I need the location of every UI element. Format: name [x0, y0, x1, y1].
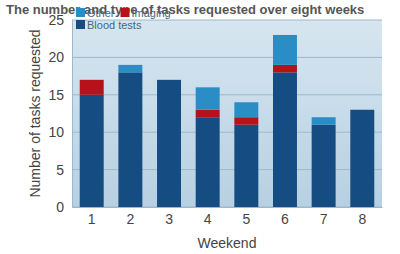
legend-swatch [121, 8, 130, 17]
legend-label: Imaging [132, 7, 171, 19]
y-tick: 20 [48, 49, 72, 65]
series-0 [80, 72, 375, 207]
y-tick-label: 20 [48, 49, 64, 65]
x-tick-label: 7 [320, 211, 328, 227]
x-axis-title: Weekend [198, 235, 257, 251]
bar-segment [350, 109, 374, 110]
x-tick-label: 5 [242, 211, 250, 227]
title: The number and type of tasks requested o… [6, 2, 364, 17]
x-tick: 5 [242, 207, 250, 227]
x-tick: 7 [320, 207, 328, 227]
bar-segment [80, 80, 104, 95]
x-tick: 3 [165, 207, 173, 227]
y-tick: 15 [48, 87, 72, 103]
bar-segment [234, 117, 258, 124]
bar-segment [312, 117, 336, 124]
x-tick-label: 2 [126, 211, 134, 227]
y-tick: 5 [56, 162, 72, 178]
legend-item: Other [76, 7, 115, 19]
x-tick-label: 8 [358, 211, 366, 227]
bar-segment [157, 79, 181, 80]
bar-segment [80, 79, 104, 80]
y-tick: 10 [48, 124, 72, 140]
y-tick-label: 10 [48, 124, 64, 140]
x-tick-label: 6 [281, 211, 289, 227]
legend-item: Blood tests [76, 19, 142, 31]
bars [80, 35, 375, 207]
bar-segment [273, 35, 297, 65]
x-axis: 1 2 3 4 5 6 7 8 [73, 207, 383, 227]
bar-segment [157, 80, 181, 207]
chart-svg: 051015202512345678The number and type of… [0, 0, 400, 254]
y-axis: 0510152025 [48, 12, 72, 215]
legend-label: Blood tests [87, 19, 142, 31]
x-tick-label: 3 [165, 211, 173, 227]
y-tick-label: 15 [48, 87, 64, 103]
bar-segment [157, 79, 181, 80]
legend-swatch [76, 8, 85, 17]
x-axis-line [73, 207, 383, 208]
x-tick: 1 [88, 207, 96, 227]
bar-segment [273, 72, 297, 207]
x-tick: 4 [204, 207, 212, 227]
bar-segment [196, 110, 220, 117]
series-1 [80, 65, 297, 125]
bar-segment [273, 65, 297, 72]
bar-segment [196, 117, 220, 207]
grid-line [72, 57, 382, 58]
y-axis-line [72, 21, 73, 208]
plot-background [72, 20, 382, 207]
bar-segment [118, 72, 142, 207]
bar-segment [118, 65, 142, 72]
x-tick: 8 [358, 207, 366, 227]
legend-item: Imaging [121, 7, 171, 19]
y-tick-label: 0 [56, 199, 64, 215]
legend: Other ImagingBlood tests [76, 7, 171, 31]
y-tick: 0 [56, 199, 72, 215]
plot: 051015202512345678 [48, 12, 382, 227]
grid [72, 20, 382, 207]
x-tick-label: 4 [204, 211, 212, 227]
bar-segment [80, 95, 104, 207]
bar-segment [196, 87, 220, 109]
x-tick: 6 [281, 207, 289, 227]
bar-segment [234, 125, 258, 207]
chart-container: 051015202512345678The number and type of… [0, 0, 400, 254]
legend-label: Other [87, 7, 115, 19]
y-axis-title: Number of tasks requested [27, 29, 43, 197]
x-tick-label: 1 [88, 211, 96, 227]
series-2 [118, 35, 335, 125]
legend-swatch [76, 20, 85, 29]
bar-segment [350, 110, 374, 207]
y-tick-label: 5 [56, 162, 64, 178]
bar-segment [350, 109, 374, 110]
bar-segment [312, 125, 336, 207]
bar-segment [234, 102, 258, 117]
x-tick: 2 [126, 207, 134, 227]
